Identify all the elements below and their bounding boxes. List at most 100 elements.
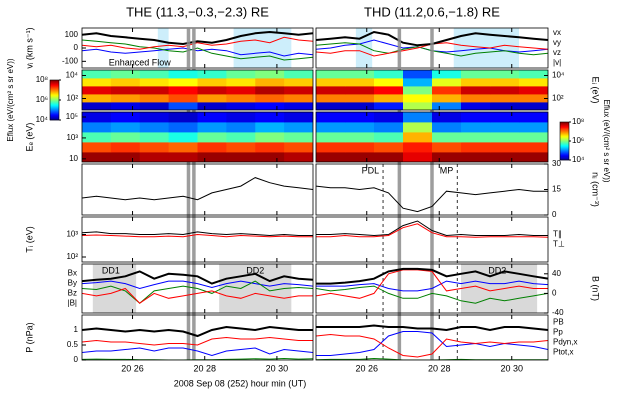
colorbar-step: [560, 122, 569, 124]
colorbar-step: [50, 91, 59, 93]
heatmap-cell: [168, 94, 198, 103]
heatmap-cell: [226, 122, 256, 133]
heatmap-cell: [168, 78, 198, 87]
heatmap-cell: [255, 132, 285, 143]
x-tick-label: 20 26: [121, 363, 144, 373]
y-tick-label: 10²: [66, 94, 78, 103]
column-title: THE (11.3,−0.3,−2.3) RE: [126, 4, 269, 19]
series-line: [82, 280, 313, 304]
y-tick-label: 10⁴: [552, 71, 565, 80]
heatmap-cell: [432, 142, 462, 153]
heatmap-cell: [461, 78, 491, 87]
heatmap-cell: [403, 142, 433, 153]
heatmap-cell: [255, 152, 285, 162]
y-tick-label: 10²: [552, 94, 564, 103]
shaded-band: [157, 28, 169, 68]
colorbar-step: [560, 125, 569, 128]
heatmap-cell: [226, 102, 256, 110]
heatmap-cell: [226, 78, 256, 87]
heatmap-cell: [490, 112, 520, 123]
heatmap-cell: [374, 142, 404, 153]
y-tick-label: 0: [552, 289, 557, 298]
series-line: [82, 270, 313, 285]
heatmap-cell: [82, 86, 112, 95]
x-tick-label: 20 28: [428, 363, 451, 373]
heatmap-cell: [284, 152, 313, 162]
colorbar-step: [50, 94, 59, 96]
y-axis-label: nᵢ (cm⁻³): [591, 172, 601, 207]
heatmap-cell: [197, 78, 227, 87]
heatmap-cell: [168, 112, 198, 123]
colorbar-step: [560, 146, 569, 148]
legend-entry: vy: [553, 38, 561, 47]
y-axis-label: Tᵢ (eV): [24, 226, 34, 252]
heatmap-cell: [110, 86, 141, 95]
colorbar-step: [560, 130, 569, 132]
series-line: [82, 287, 313, 304]
heatmap-cell: [255, 86, 285, 95]
heatmap-cell: [82, 122, 112, 133]
heatmap-cell: [432, 70, 462, 79]
heatmap-cell: [139, 70, 170, 79]
colorbar-step: [50, 103, 59, 105]
colorbar-step: [50, 100, 59, 102]
heatmap-cell: [490, 122, 520, 133]
y-tick-label: 10: [69, 154, 78, 163]
heatmap-cell: [461, 152, 491, 162]
y-tick-label: 10³: [66, 133, 78, 142]
heatmap-cell: [139, 102, 170, 110]
heatmap-cell: [110, 132, 141, 143]
heatmap-cell: [461, 102, 491, 110]
heatmap-cell: [403, 78, 433, 87]
heatmap-cell: [316, 94, 346, 103]
colorbar-step: [50, 96, 59, 98]
colorbar-step: [50, 82, 59, 84]
heatmap-cell: [345, 78, 375, 87]
heatmap-cell: [197, 94, 227, 103]
panel-frame: [81, 69, 314, 111]
colorbar-step: [50, 114, 59, 116]
heatmap-cell: [197, 86, 227, 95]
heatmap-cell: [284, 86, 313, 95]
heatmap-cell: [490, 152, 520, 162]
heatmap-cell: [82, 112, 112, 123]
annotation: PDL: [362, 165, 380, 175]
colorbar-step: [50, 85, 59, 87]
heatmap-cell: [197, 132, 227, 143]
colorbar-step: [560, 153, 569, 155]
series-line: [316, 324, 548, 332]
y-tick-label: 40: [552, 269, 561, 278]
series-line: [82, 231, 313, 237]
heatmap-cell: [519, 122, 548, 133]
heatmap-cell: [461, 86, 491, 95]
panel-body: [82, 264, 313, 313]
legend-entry: |B|: [68, 299, 78, 308]
series-line: [82, 177, 313, 201]
heatmap-cell: [168, 152, 198, 162]
y-tick-label: -40: [552, 308, 564, 317]
heatmap-cell: [82, 94, 112, 103]
heatmap-cell: [226, 86, 256, 95]
heatmap-cell: [139, 132, 170, 143]
colorbar-step: [50, 111, 59, 113]
heatmap-cell: [519, 132, 548, 143]
heatmap-cell: [519, 70, 548, 79]
colorbar-step: [50, 116, 59, 118]
colorbar-step: [560, 152, 569, 154]
heatmap-cell: [374, 70, 404, 79]
panel-frame: [315, 263, 549, 314]
legend-entry: T∥: [553, 230, 562, 239]
heatmap-cell: [139, 122, 170, 133]
panel-body: [82, 231, 313, 238]
heatmap-cell: [345, 142, 375, 153]
heatmap-cell: [374, 112, 404, 123]
heatmap-cell: [82, 142, 112, 153]
colorbar-step: [560, 124, 569, 127]
y-tick-label: 1: [74, 325, 79, 334]
heatmap-cell: [168, 122, 198, 133]
panel-frame: [81, 163, 314, 216]
heatmap-cell: [316, 102, 346, 110]
heatmap-cell: [284, 94, 313, 103]
y-tick-label: 0.5: [67, 340, 79, 349]
